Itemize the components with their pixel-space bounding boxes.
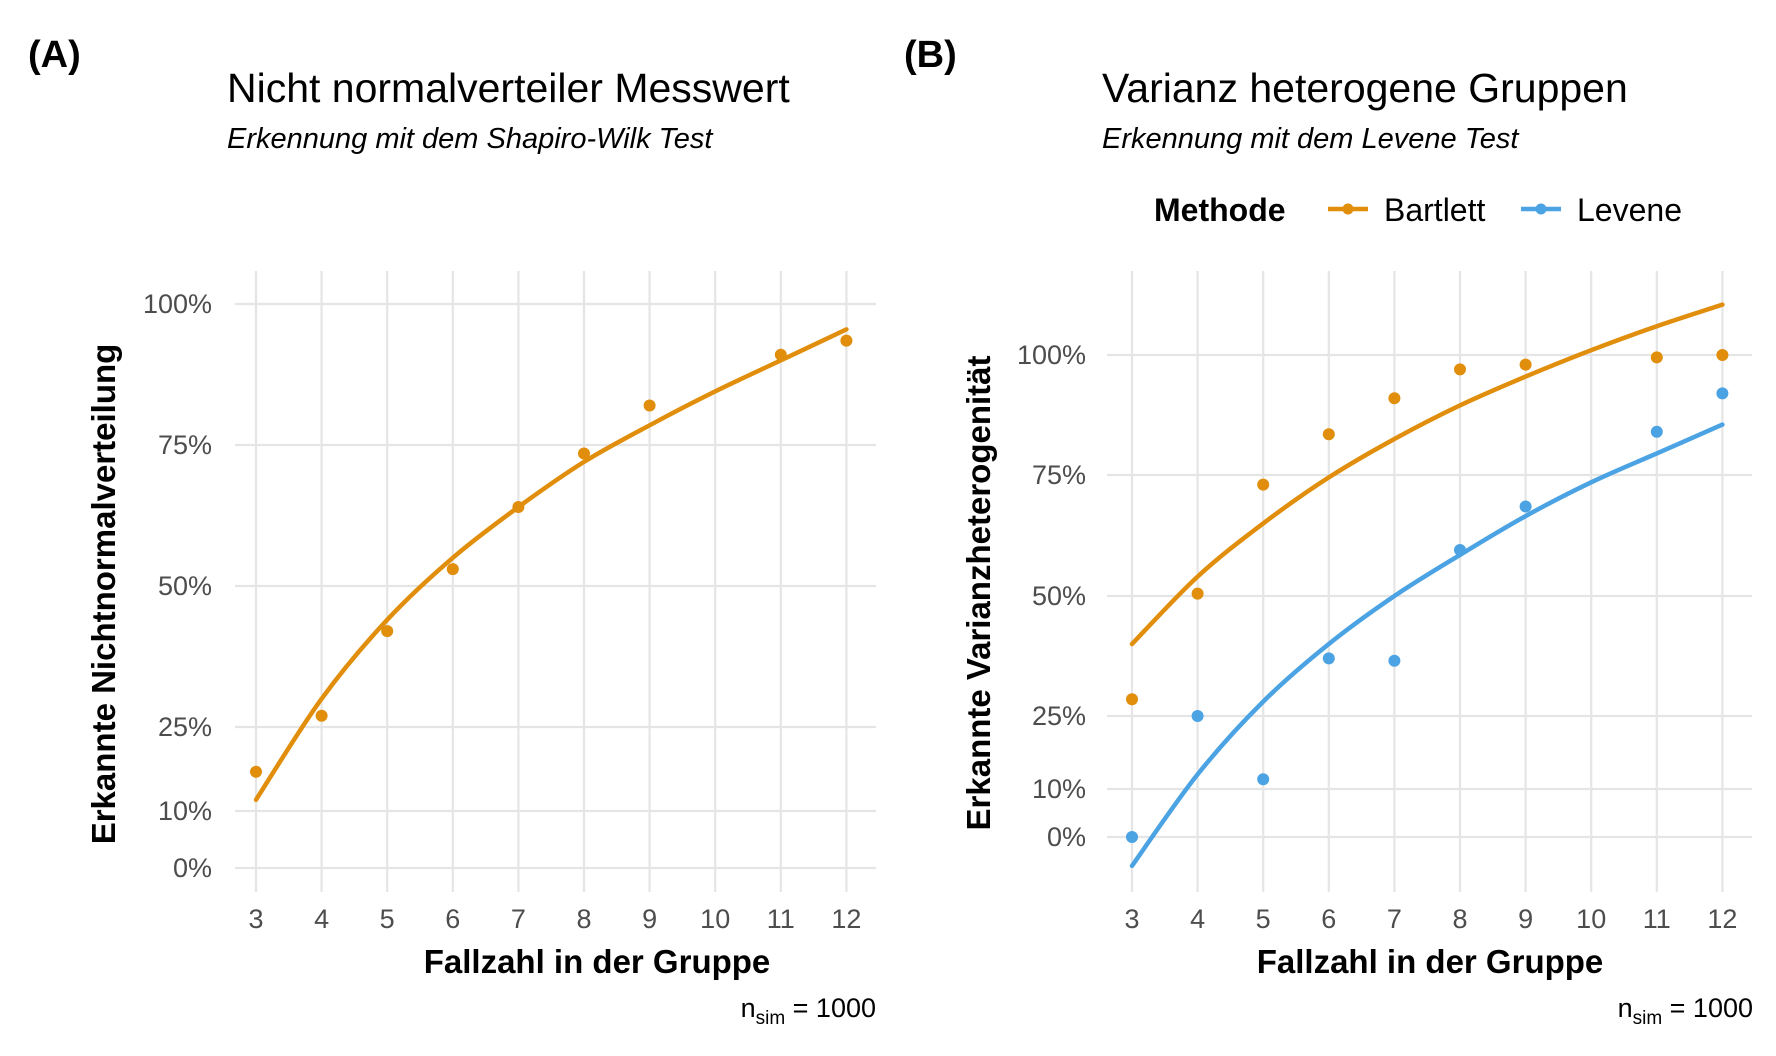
y-tick-label: 75% [1032,460,1086,490]
panel-b-ylabel: Erkannte Varianzheterogenität [960,356,997,831]
panel-b-title: Varianz heterogene Gruppen [1102,65,1628,111]
grid [235,271,876,892]
data-point-levene [1454,544,1466,557]
y-tick-label: 75% [158,430,212,460]
x-tick-label: 12 [831,904,861,934]
x-tick-label: 3 [1124,904,1139,934]
data-point-series [315,709,328,722]
panel-a-plot: 3 4 5 6 7 8 9 10 11 12 0% 10% 25% 50% 75% 100% [143,271,876,934]
panel-a-subtitle: Erkennung mit dem Shapiro-Wilk Test [227,123,714,155]
data-point-bartlett [1126,693,1138,706]
x-tick-label: 11 [1643,904,1671,934]
x-tick-label: 5 [380,904,395,934]
x-tick-label: 9 [1518,904,1533,934]
data-point-bartlett [1257,478,1270,491]
panel-b-caption: nsim = 1000 [1618,993,1753,1029]
legend-key-point-bartlett [1342,203,1354,215]
data-point-levene [1388,654,1401,667]
data-point-series [774,348,787,361]
data-point-series [643,399,656,412]
data-point-levene [1126,831,1138,843]
panel-a-caption: nsim = 1000 [741,993,876,1029]
data-point-series [446,563,459,576]
x-tick-label: 9 [642,904,657,934]
fit-curve-bartlett [1129,302,1725,647]
x-tick-label: 12 [1707,904,1737,934]
data-point-levene [1191,710,1204,722]
legend-label-bartlett: Bartlett [1384,192,1485,228]
data-point-series [840,334,853,347]
data-point-series [512,501,525,514]
data-point-bartlett [1716,349,1729,361]
fit-curve-series [253,327,849,803]
panel-b-subtitle: Erkennung mit dem Levene Test [1102,123,1520,155]
y-tick-label: 0% [1047,822,1086,852]
x-tick-label: 11 [767,904,795,934]
data-point-series [250,765,262,778]
legend-title: Methode [1154,192,1286,228]
y-tick-label: 0% [173,853,212,883]
x-tick-label: 3 [248,904,263,934]
y-tick-label: 50% [1032,581,1086,611]
data-point-levene [1519,500,1532,513]
x-tick-label: 4 [1190,904,1205,934]
x-tick-label: 5 [1256,904,1271,934]
x-tick-label: 7 [511,904,526,934]
panel-b-label: (B) [904,34,957,76]
data-point-bartlett [1454,363,1466,376]
data-point-bartlett [1650,351,1663,364]
data-point-series [578,447,590,460]
grid [1107,271,1752,892]
data-point-levene [1322,652,1335,665]
x-tick-label: 4 [314,904,329,934]
panel-a-label: (A) [28,34,81,76]
y-tick-label: 25% [1032,701,1086,731]
legend-key-point-levene [1535,203,1547,215]
data-point-levene [1257,773,1270,786]
data-point-bartlett [1519,358,1532,371]
legend-label-levene: Levene [1577,192,1682,228]
data-point-bartlett [1388,392,1401,405]
data-point-bartlett [1322,428,1335,441]
x-tick-label: 6 [1321,904,1336,934]
panel-b-xlabel: Fallzahl in der Gruppe [1257,943,1604,980]
x-tick-label: 7 [1387,904,1402,934]
y-tick-label: 10% [1032,774,1086,804]
y-tick-label: 100% [1017,340,1086,370]
x-tick-label: 6 [445,904,460,934]
x-tick-label: 8 [576,904,591,934]
panel-a-xlabel: Fallzahl in der Gruppe [424,943,771,980]
y-tick-label: 25% [158,712,212,742]
fit-curve-levene [1129,422,1725,869]
data-point-bartlett [1191,587,1204,600]
y-tick-label: 50% [158,571,212,601]
panel-b-legend: Methode Bartlett Levene [1154,192,1682,228]
data-point-levene [1716,387,1729,400]
data-point-levene [1650,425,1663,438]
y-tick-label: 100% [143,289,212,319]
y-tick-label: 10% [158,796,212,826]
panel-a-ylabel: Erkannte Nichtnormalverteilung [85,344,122,845]
panel-b-plot: 3 4 5 6 7 8 9 10 11 12 0% 10% 25% 50% 75% 100% [1017,271,1752,934]
x-tick-label: 10 [1576,904,1606,934]
panel-a-title: Nicht normalverteiler Messwert [227,65,790,111]
x-tick-label: 8 [1452,904,1467,934]
data-point-series [381,625,394,638]
x-tick-label: 10 [700,904,730,934]
